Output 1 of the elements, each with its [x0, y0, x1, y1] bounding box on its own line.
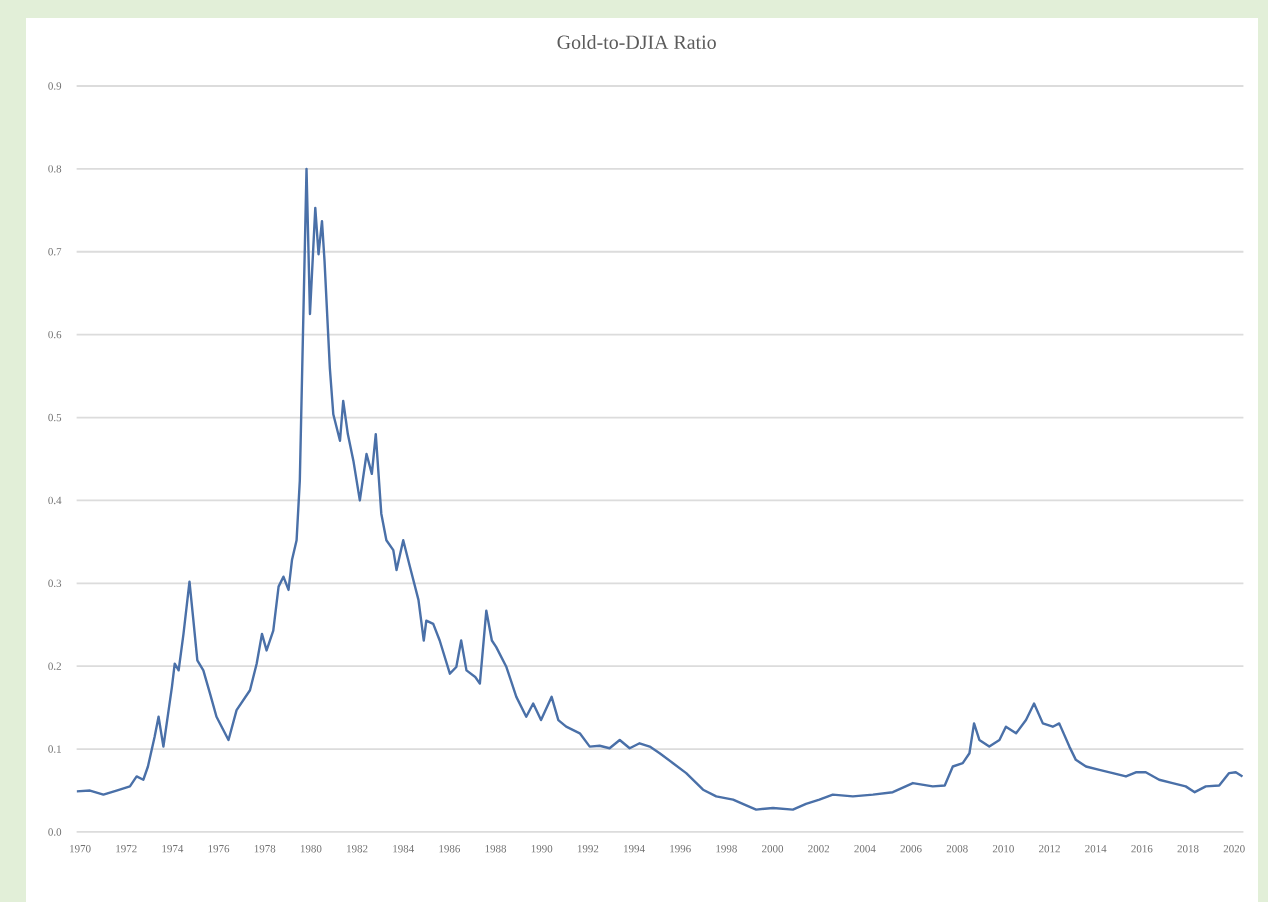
chart-title: Gold-to-DJIA Ratio	[557, 34, 716, 49]
